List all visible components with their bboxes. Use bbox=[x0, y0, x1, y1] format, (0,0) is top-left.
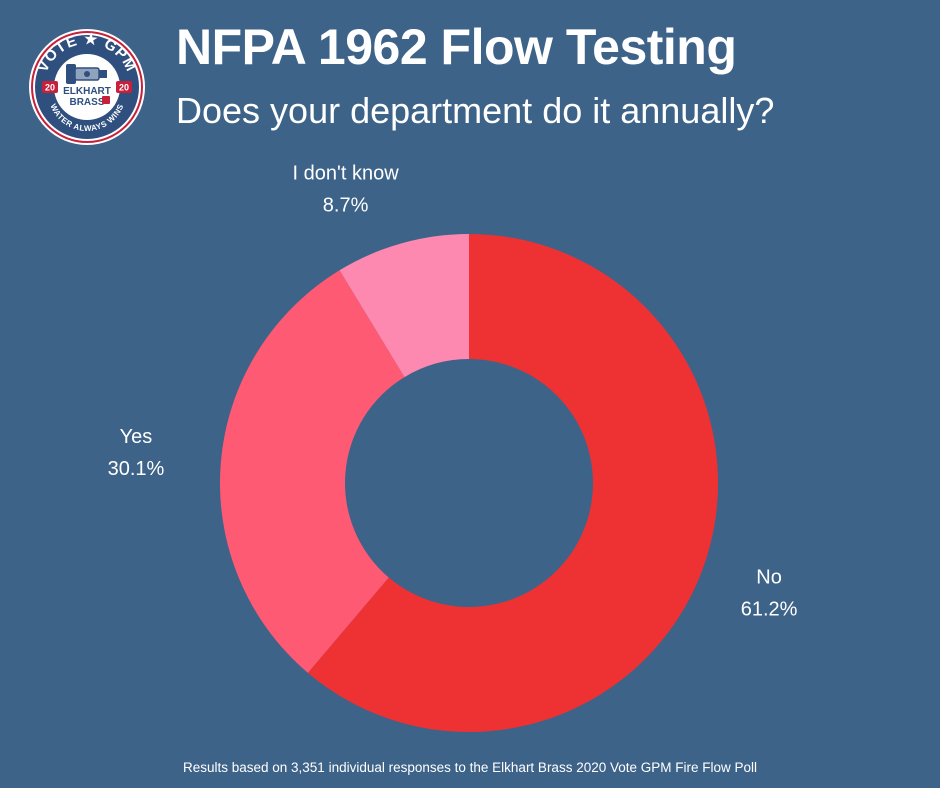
chart-title: NFPA 1962 Flow Testing bbox=[176, 19, 737, 75]
elkhart-brass-logo: VOTE ★ GPM WATER ALWAYS WINS 20 20 ELKHA… bbox=[28, 28, 146, 146]
nozzle-icon bbox=[66, 64, 107, 84]
chart-subtitle: Does your department do it annually? bbox=[176, 90, 775, 131]
logo-brand-line1: ELKHART bbox=[63, 86, 111, 97]
slice-label-i-don-t-know: I don't know bbox=[293, 162, 400, 184]
slice-yes bbox=[219, 270, 405, 673]
logo-brand-line2: BRASS bbox=[69, 97, 104, 108]
chart-footnote: Results based on 3,351 individual respon… bbox=[182, 760, 758, 775]
slice-value-i-don-t-know: 8.7% bbox=[323, 194, 369, 216]
slice-value-no: 61.2% bbox=[741, 598, 798, 620]
slice-label-no: No bbox=[756, 566, 782, 588]
slice-value-yes: 30.1% bbox=[108, 458, 165, 480]
logo-year-left: 20 bbox=[45, 83, 55, 93]
logo-year-right: 20 bbox=[119, 83, 129, 93]
slice-label-yes: Yes bbox=[120, 426, 153, 448]
slice-i-don-t-know bbox=[339, 234, 469, 378]
slice-no bbox=[307, 234, 718, 732]
